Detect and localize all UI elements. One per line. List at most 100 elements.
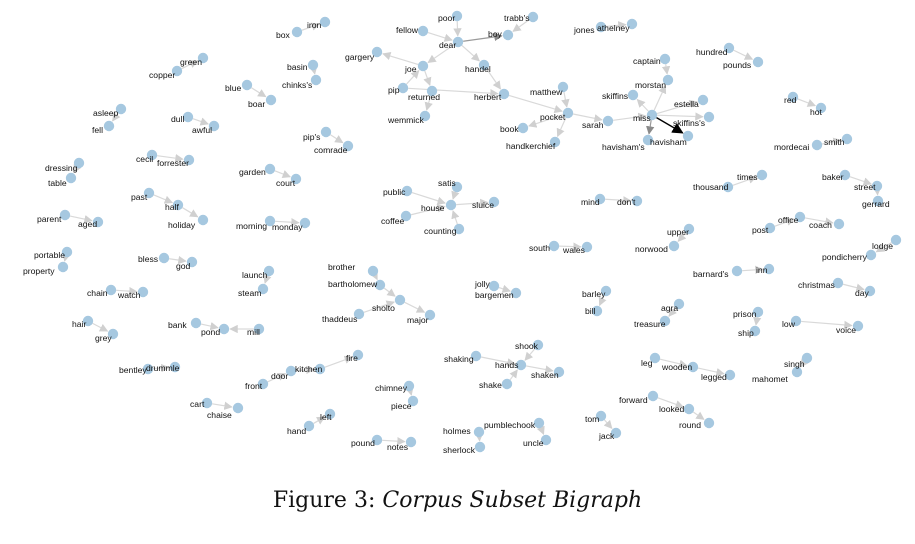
node-herbert [498,88,510,100]
node-label-agra: agra [661,303,678,313]
node-label-public: public [383,187,406,197]
edge-post-office [774,217,795,227]
node-major [424,309,436,321]
node-street [871,180,883,192]
node-label-house: house [421,203,445,213]
edge-dull-awful [192,117,209,126]
edge-sarah-miss [613,112,647,122]
node-label-upper: upper [667,227,689,237]
edge-jones-athelney [606,21,627,30]
node-label-singh: singh [784,359,805,369]
edge-coffee-house [410,204,446,216]
edge-pocket-sarah [572,113,603,123]
edge-agra-treasure [668,307,677,317]
node-label-bless: bless [138,254,158,264]
edge-launch-steam [263,274,272,284]
node-fellow [417,25,429,37]
node-sholto [394,294,406,306]
node-garden [264,163,276,175]
node-cecil [146,149,158,161]
node-label-wemmick: wemmick [387,115,425,125]
node-front [257,378,269,390]
node-label-aged: aged [78,219,97,229]
node-hundred [723,42,735,54]
node-label-brother: brother [328,262,355,272]
node-label-captain: captain [633,56,661,66]
node-label-holmes: holmes [443,426,471,436]
node-label-table: table [48,178,67,188]
node-cart [201,397,213,409]
node-looked [683,403,695,415]
node-hot [815,102,827,114]
caption-prefix: Figure 3: [272,488,376,513]
node-label-hot: hot [810,107,823,117]
edge-lodge-pondicherry [875,242,892,253]
node-box [291,26,303,38]
node-drummle [169,361,181,373]
edge-public-house [411,192,446,205]
node-smith [841,133,853,145]
node-book [517,122,529,134]
node-grey [107,328,119,340]
node-label-court: court [276,178,296,188]
node-label-chinkss: chinks's [282,80,312,90]
edge-hand-left [313,416,326,425]
node-label-property: property [23,266,55,276]
node-leg [649,352,661,364]
node-label-half: half [165,202,179,212]
node-label-handkerchief: handkerchief [506,141,556,151]
edge-bank-pond [200,322,219,331]
node-label-voice: voice [836,325,856,335]
node-label-south: south [529,243,550,253]
node-trabbs [527,11,539,23]
node-label-shaken: shaken [531,370,559,380]
node-label-havisham: havisham [650,137,687,147]
node-label-pond: pond [201,327,220,337]
edge-captain-morstan [661,64,671,75]
edge-mind-dont [605,196,632,205]
node-boar [265,94,277,106]
edge-chimney-piece [405,386,414,396]
node-label-thaddeus: thaddeus [322,314,357,324]
node-label-wales: wales [562,245,585,255]
node-chaise [232,402,244,414]
node-label-hands: hands [495,360,518,370]
node-pip [397,82,409,94]
node-upper [683,223,695,235]
edge-morning-monday [275,218,300,227]
node-label-bargemen: bargemen [475,290,514,300]
node-label-round: round [679,420,701,430]
edge-chain-watch [116,286,138,296]
edge-cart-chaise [212,401,233,410]
edge-red-hot [797,98,817,107]
node-sluice [488,196,500,208]
node-pips [320,126,332,138]
node-parent [59,209,71,221]
node-label-book: book [500,124,519,134]
node-pumblechook [533,417,545,429]
node-coffee [400,210,412,222]
node-label-herbert: herbert [474,92,502,102]
node-monday [299,217,311,229]
edge-matthew-pocket [561,91,570,108]
node-lodge [890,234,902,246]
node-label-pound: pound [351,438,375,448]
edge-cecil-forrester [157,153,184,163]
edge-singh-mahomet [800,358,809,368]
node-prison [752,306,764,318]
node-label-basin: basin [287,62,308,72]
node-label-parent: parent [37,214,62,224]
node-half [172,199,184,211]
node-label-steam: steam [238,288,261,298]
node-blue [241,79,253,91]
edge-box-iron [301,22,320,31]
node-morstan [662,74,674,86]
node-singh [801,352,813,364]
edge-dressing-table [73,163,82,174]
edge-satis-house [451,190,460,200]
node-label-door: door [271,371,288,381]
node-boy [502,29,514,41]
node-door [285,365,297,377]
node-label-box: box [276,30,291,40]
edge-copper-green [181,60,199,70]
